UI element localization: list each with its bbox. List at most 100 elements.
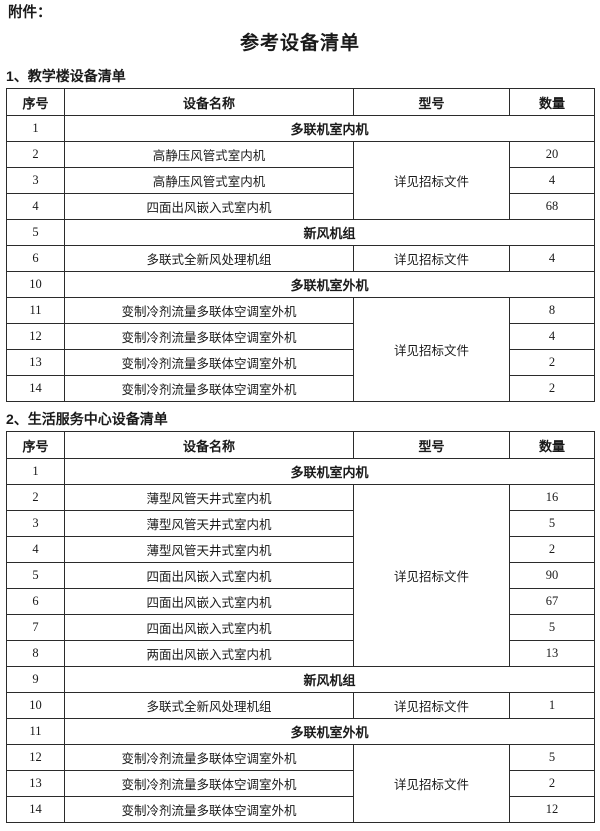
serial-number-cell: 3	[6, 167, 65, 194]
device-name-cell: 薄型风管天井式室内机	[64, 484, 354, 511]
quantity-cell: 68	[509, 193, 595, 220]
serial-number-cell: 3	[6, 510, 65, 537]
item-row: 2 高静压风管式室内机 详见招标文件 20	[6, 141, 595, 220]
device-name-cell: 四面出风嵌入式室内机	[64, 588, 354, 615]
serial-number-cell: 9	[6, 666, 65, 693]
item-row: 5 四面出风嵌入式室内机 90	[6, 562, 595, 589]
serial-number-cell: 7	[6, 614, 65, 641]
item-row: 10 多联式全新风处理机组 详见招标文件 1	[6, 692, 595, 719]
device-name-cell: 变制冷剂流量多联体空调室外机	[64, 744, 354, 771]
column-header: 数量	[509, 431, 595, 459]
serial-number-cell: 4	[6, 536, 65, 563]
section-heading: 2、生活服务中心设备清单	[6, 411, 168, 427]
quantity-cell: 8	[509, 297, 595, 324]
device-name-cell: 四面出风嵌入式室内机	[64, 614, 354, 641]
serial-number-cell: 11	[6, 297, 65, 324]
category-row: 11 多联机室外机	[6, 718, 595, 745]
item-row: 14 变制冷剂流量多联体空调室外机 12	[6, 796, 595, 823]
quantity-cell: 20	[509, 141, 595, 168]
quantity-cell: 4	[509, 323, 595, 350]
category-row: 9 新风机组	[6, 666, 595, 693]
category-row: 5 新风机组	[6, 219, 595, 246]
item-row: 6 多联式全新风处理机组 详见招标文件 4	[6, 245, 595, 272]
item-row: 8 两面出风嵌入式室内机 13	[6, 640, 595, 667]
category-title-cell: 新风机组	[64, 219, 595, 246]
quantity-cell: 5	[509, 744, 595, 771]
serial-number-cell: 11	[6, 718, 65, 745]
serial-number-cell: 5	[6, 562, 65, 589]
serial-number-cell: 14	[6, 796, 65, 823]
category-title-cell: 新风机组	[64, 666, 595, 693]
model-cell: 详见招标文件	[353, 484, 510, 667]
serial-number-cell: 8	[6, 640, 65, 667]
tables-container: 1、教学楼设备清单 序号 设备名称 型号 数量 1 多联机室内机 2 高静压风管式室内机 详见招标…	[6, 68, 595, 823]
item-row: 4 四面出风嵌入式室内机 68	[6, 193, 595, 220]
serial-number-cell: 1	[6, 115, 65, 142]
serial-number-cell: 1	[6, 458, 65, 485]
device-name-cell: 薄型风管天井式室内机	[64, 510, 354, 537]
device-name-cell: 变制冷剂流量多联体空调室外机	[64, 375, 354, 402]
attachment-label: 附件：	[8, 5, 52, 21]
device-name-cell: 多联式全新风处理机组	[64, 245, 354, 272]
column-header: 数量	[509, 88, 595, 116]
device-name-cell: 高静压风管式室内机	[64, 167, 354, 194]
item-row: 13 变制冷剂流量多联体空调室外机 2	[6, 349, 595, 376]
serial-number-cell: 12	[6, 323, 65, 350]
quantity-cell: 16	[509, 484, 595, 511]
category-row: 1 多联机室内机	[6, 115, 595, 142]
device-name-cell: 变制冷剂流量多联体空调室外机	[64, 297, 354, 324]
serial-number-cell: 4	[6, 193, 65, 220]
table-header-row: 序号 设备名称 型号 数量	[6, 431, 595, 459]
quantity-cell: 2	[509, 536, 595, 563]
model-cell: 详见招标文件	[353, 297, 510, 402]
device-name-cell: 变制冷剂流量多联体空调室外机	[64, 796, 354, 823]
quantity-cell: 67	[509, 588, 595, 615]
device-name-cell: 高静压风管式室内机	[64, 141, 354, 168]
device-name-cell: 变制冷剂流量多联体空调室外机	[64, 323, 354, 350]
column-header: 序号	[6, 431, 65, 459]
table-header-row: 序号 设备名称 型号 数量	[6, 88, 595, 116]
section-heading: 1、教学楼设备清单	[6, 68, 126, 84]
serial-number-cell: 2	[6, 484, 65, 511]
category-title-cell: 多联机室外机	[64, 271, 595, 298]
column-header: 型号	[353, 88, 510, 116]
device-name-cell: 薄型风管天井式室内机	[64, 536, 354, 563]
model-cell: 详见招标文件	[353, 744, 510, 823]
quantity-cell: 1	[509, 692, 595, 719]
quantity-cell: 4	[509, 245, 595, 272]
category-title-cell: 多联机室外机	[64, 718, 595, 745]
device-name-cell: 多联式全新风处理机组	[64, 692, 354, 719]
serial-number-cell: 6	[6, 588, 65, 615]
column-header: 设备名称	[64, 88, 354, 116]
device-name-cell: 四面出风嵌入式室内机	[64, 193, 354, 220]
serial-number-cell: 6	[6, 245, 65, 272]
column-header: 设备名称	[64, 431, 354, 459]
item-row: 2 薄型风管天井式室内机 详见招标文件 16	[6, 484, 595, 667]
serial-number-cell: 2	[6, 141, 65, 168]
serial-number-cell: 10	[6, 271, 65, 298]
category-row: 10 多联机室外机	[6, 271, 595, 298]
category-title-cell: 多联机室内机	[64, 458, 595, 485]
serial-number-cell: 13	[6, 770, 65, 797]
model-cell: 详见招标文件	[353, 692, 510, 719]
quantity-cell: 2	[509, 349, 595, 376]
column-header: 型号	[353, 431, 510, 459]
category-row: 1 多联机室内机	[6, 458, 595, 485]
device-name-cell: 变制冷剂流量多联体空调室外机	[64, 770, 354, 797]
item-row: 13 变制冷剂流量多联体空调室外机 2	[6, 770, 595, 797]
device-name-cell: 两面出风嵌入式室内机	[64, 640, 354, 667]
serial-number-cell: 5	[6, 219, 65, 246]
column-header: 序号	[6, 88, 65, 116]
quantity-cell: 4	[509, 167, 595, 194]
page-title: 参考设备清单	[239, 33, 360, 54]
quantity-cell: 5	[509, 510, 595, 537]
serial-number-cell: 13	[6, 349, 65, 376]
model-cell: 详见招标文件	[353, 141, 510, 220]
quantity-cell: 90	[509, 562, 595, 589]
item-row: 7 四面出风嵌入式室内机 5	[6, 614, 595, 641]
serial-number-cell: 12	[6, 744, 65, 771]
quantity-cell: 2	[509, 375, 595, 402]
device-name-cell: 四面出风嵌入式室内机	[64, 562, 354, 589]
quantity-cell: 5	[509, 614, 595, 641]
